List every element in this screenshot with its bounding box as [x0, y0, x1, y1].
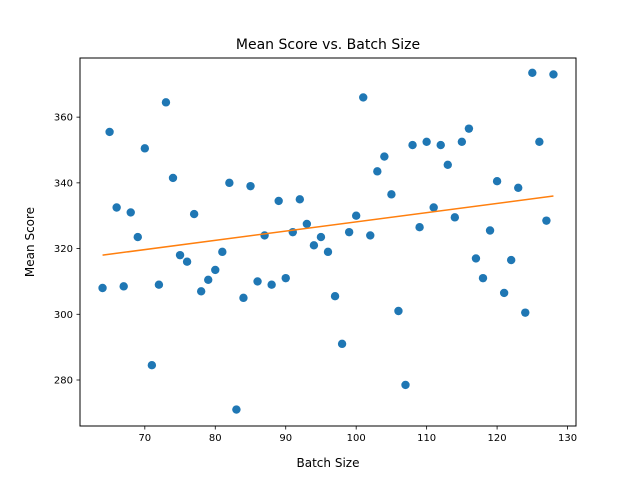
data-point — [225, 178, 234, 188]
y-tick-label: 300 — [54, 310, 73, 321]
data-point — [196, 287, 206, 296]
data-point — [105, 127, 114, 137]
data-point — [394, 306, 403, 316]
data-point — [140, 144, 150, 153]
data-point — [499, 288, 509, 298]
data-point — [506, 255, 516, 265]
data-point — [211, 265, 220, 275]
data-point — [429, 203, 438, 212]
plot-area — [98, 68, 558, 414]
data-point — [351, 211, 361, 220]
data-point — [175, 250, 185, 260]
data-point — [295, 195, 305, 204]
x-tick-label: 110 — [417, 433, 436, 444]
data-point — [112, 203, 121, 212]
data-point — [239, 293, 248, 303]
data-point — [492, 177, 502, 186]
data-point — [542, 216, 551, 225]
data-point — [281, 273, 290, 283]
y-axis-label: Mean Score — [23, 207, 37, 277]
data-point — [133, 232, 142, 242]
data-point — [161, 98, 171, 107]
y-tick-label: 320 — [54, 244, 73, 255]
data-point — [366, 231, 375, 240]
data-point — [401, 380, 410, 390]
x-axis: 70 80 90 100 110 120 130 — [138, 426, 577, 444]
data-point — [119, 282, 128, 291]
data-point — [98, 283, 107, 293]
data-point — [274, 196, 283, 206]
data-point — [549, 70, 558, 79]
data-point — [302, 219, 312, 229]
y-tick-label: 360 — [54, 113, 73, 124]
data-point — [344, 227, 354, 237]
data-point — [387, 190, 396, 199]
data-point — [204, 275, 213, 284]
data-point — [330, 292, 340, 301]
y-tick-label: 340 — [54, 178, 73, 189]
data-point — [464, 124, 474, 133]
data-point — [415, 223, 424, 232]
x-tick-label: 90 — [279, 433, 292, 444]
axes-frame — [79, 57, 577, 427]
data-point — [126, 208, 135, 217]
y-tick-label: 280 — [54, 376, 73, 387]
data-point — [323, 247, 333, 257]
x-tick-label: 70 — [138, 433, 151, 444]
data-point — [408, 140, 417, 150]
x-tick-label: 130 — [558, 433, 577, 444]
x-tick-label: 100 — [347, 433, 366, 444]
data-point — [246, 181, 255, 191]
data-point — [154, 280, 164, 289]
data-point — [514, 183, 523, 192]
data-point — [168, 173, 178, 183]
x-axis-label: Batch Size — [297, 456, 360, 470]
data-point — [485, 226, 495, 235]
data-point — [309, 241, 319, 250]
data-point — [267, 280, 276, 289]
data-point — [218, 247, 227, 257]
data-point — [147, 361, 157, 370]
data-point — [182, 257, 192, 266]
data-point — [380, 152, 389, 161]
data-point — [450, 213, 460, 222]
data-point — [373, 167, 382, 176]
data-point — [521, 308, 530, 317]
data-point — [337, 339, 347, 349]
data-point — [471, 254, 481, 263]
data-point — [535, 137, 544, 146]
data-point — [260, 231, 269, 240]
data-point — [422, 137, 431, 146]
x-tick-label: 120 — [488, 433, 507, 444]
data-point — [232, 405, 241, 414]
data-point — [478, 273, 488, 283]
data-point — [528, 68, 537, 77]
data-point — [457, 137, 467, 146]
data-point — [359, 93, 368, 102]
chart-title: Mean Score vs. Batch Size — [236, 37, 420, 53]
data-point — [189, 209, 199, 219]
data-point — [443, 160, 452, 169]
trend-line — [102, 195, 554, 256]
data-point — [436, 140, 445, 150]
data-point — [316, 232, 326, 242]
y-axis: 280 300 320 340 360 — [54, 113, 80, 387]
x-tick-label: 80 — [209, 433, 222, 444]
data-point — [253, 277, 262, 286]
